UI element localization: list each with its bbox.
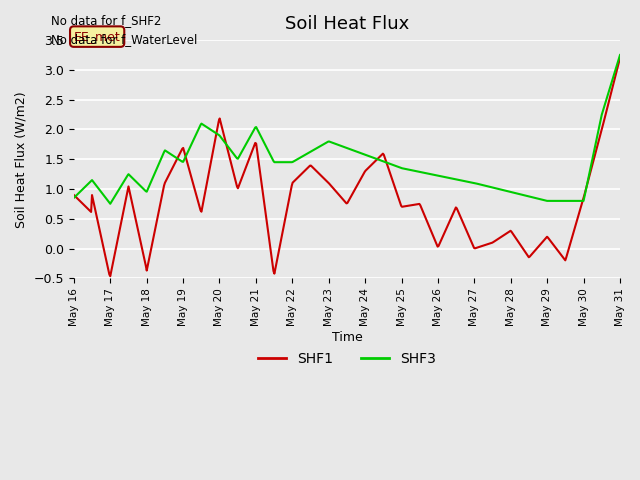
SHF3 [393,164,401,169]
SHF3 [211,130,219,135]
SHF1 [393,190,401,195]
Line: SHF1: SHF1 [74,58,620,276]
SHF1 [436,241,444,247]
SHF3 [436,173,444,179]
Title: Soil Heat Flux: Soil Heat Flux [285,15,409,33]
SHF3 [482,183,490,189]
Legend: SHF1, SHF3: SHF1, SHF3 [253,346,441,372]
SHF1 [106,273,114,279]
SHF1 [168,168,175,173]
SHF1 [70,192,77,198]
Text: No data for f_WaterLevel: No data for f_WaterLevel [51,33,198,46]
SHF3 [70,195,77,201]
Line: SHF3: SHF3 [74,55,620,204]
SHF3 [616,52,624,58]
SHF1 [616,55,624,61]
X-axis label: Time: Time [332,332,362,345]
Text: EE_met: EE_met [74,30,120,43]
SHF1 [211,137,219,143]
SHF3 [106,201,114,207]
Y-axis label: Soil Heat Flux (W/m2): Soil Heat Flux (W/m2) [15,91,28,228]
SHF3 [168,152,175,157]
SHF1 [318,173,326,179]
Text: No data for f_SHF2: No data for f_SHF2 [51,14,161,27]
SHF3 [318,143,326,148]
SHF1 [482,242,490,248]
